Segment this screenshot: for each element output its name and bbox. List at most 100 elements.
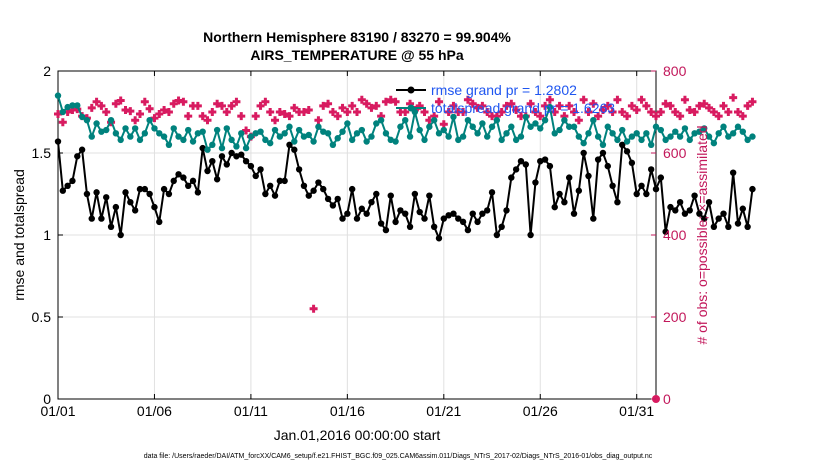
series-point-rmse xyxy=(228,149,235,157)
series-point-rmse xyxy=(464,226,472,234)
obs-assimilated-point xyxy=(661,99,670,108)
series-point-rmse xyxy=(565,174,573,181)
series-point-rmse xyxy=(146,190,153,198)
series-point-spread xyxy=(623,138,631,145)
series-point-spread xyxy=(479,120,486,127)
series-point-spread xyxy=(74,102,81,109)
obs-assimilated-point xyxy=(738,112,747,121)
series-point-rmse xyxy=(450,210,457,217)
series-point-spread xyxy=(686,136,693,144)
series-point-spread xyxy=(271,126,279,134)
series-point-rmse xyxy=(710,223,718,230)
series-point-rmse xyxy=(599,149,607,157)
obs-assimilated-point xyxy=(179,97,188,106)
obs-assimilated-point xyxy=(478,101,487,110)
x-tick-label: 01/11 xyxy=(234,403,268,419)
series-point-spread xyxy=(64,103,71,111)
series-point-rmse xyxy=(498,223,505,230)
series-point-spread xyxy=(185,126,192,134)
obs-assimilated-point xyxy=(140,97,149,106)
obs-assimilated-point xyxy=(208,108,217,116)
series-point-spread xyxy=(638,136,645,144)
series-point-rmse xyxy=(411,190,419,198)
series-point-rmse xyxy=(156,218,163,226)
obs-assimilated-point xyxy=(425,116,434,125)
series-point-rmse xyxy=(276,177,284,185)
series-point-rmse xyxy=(705,199,713,206)
obs-assimilated-point xyxy=(545,95,554,104)
series-point-rmse xyxy=(358,205,366,212)
series-point-rmse xyxy=(455,215,462,222)
series-point-spread xyxy=(156,130,163,137)
series-point-spread xyxy=(609,130,616,137)
chart-title: Northern Hemisphere 83190 / 83270 = 99.9… xyxy=(203,29,511,45)
series-point-rmse xyxy=(551,203,558,211)
obs-assimilated-point xyxy=(135,110,144,119)
series-point-rmse xyxy=(160,185,168,193)
series-point-spread xyxy=(580,139,587,147)
series-point-spread xyxy=(643,130,650,137)
obs-assimilated-point xyxy=(150,114,159,123)
y-tick-label-right: 400 xyxy=(663,227,687,243)
obs-assimilated-point xyxy=(719,101,728,110)
series-point-rmse xyxy=(623,148,631,155)
series-point-rmse xyxy=(281,177,288,185)
series-point-rmse xyxy=(619,141,626,148)
obs-assimilated-point xyxy=(714,112,723,121)
obs-assimilated-point xyxy=(652,112,660,121)
series-point-rmse xyxy=(681,210,689,217)
ticks: 01/01 01/06 01/11 01/16 01/21 01/26 01/31 0 0.5 1… xyxy=(32,63,687,419)
obs-assimilated-point xyxy=(261,97,270,106)
series-point-rmse xyxy=(54,138,62,145)
series-point-rmse xyxy=(247,162,255,170)
series-point-rmse xyxy=(252,172,259,180)
series-point-spread xyxy=(488,123,496,130)
obs-assimilated-point xyxy=(275,108,284,116)
series-point-spread xyxy=(127,133,134,140)
series-point-spread xyxy=(474,130,481,137)
obs-assimilated-point xyxy=(377,112,386,121)
series-point-rmse xyxy=(561,199,568,206)
obs-assimilated-point xyxy=(324,99,333,108)
series-point-rmse xyxy=(580,149,587,157)
series-point-rmse xyxy=(725,223,732,230)
series-point-spread xyxy=(88,133,95,140)
series-point-rmse xyxy=(218,153,226,160)
series-point-spread xyxy=(368,133,375,140)
series-point-spread xyxy=(324,130,332,137)
series-point-rmse xyxy=(517,158,525,165)
obs-assimilated-point xyxy=(116,96,125,105)
series-point-spread xyxy=(339,128,346,135)
series-point-spread xyxy=(238,130,245,137)
series-point-rmse xyxy=(647,166,655,173)
series-point-rmse xyxy=(334,195,341,203)
series-point-spread xyxy=(281,130,288,137)
obs-assimilated-point xyxy=(439,120,448,129)
series-point-rmse xyxy=(652,185,660,193)
obs-assimilated-point xyxy=(343,108,352,116)
obs-assimilated-point xyxy=(743,101,752,110)
series-point-spread xyxy=(498,136,505,144)
obs-assimilated-point xyxy=(627,101,636,110)
y-tick-label-left: 1 xyxy=(43,227,51,243)
series-point-rmse xyxy=(199,144,206,152)
series-point-rmse xyxy=(266,182,274,189)
series-point-spread xyxy=(430,117,438,124)
series-point-rmse xyxy=(435,235,443,242)
obs-assimilated-point xyxy=(131,116,140,125)
series-point-spread xyxy=(749,133,756,140)
series-point-rmse xyxy=(127,199,134,206)
series-point-spread xyxy=(199,128,206,135)
legend-label-rmse: rmse grand pr = 1.2802 xyxy=(431,82,577,98)
obs-assimilated-point xyxy=(613,95,622,104)
obs-assimilated-point xyxy=(111,99,120,108)
legend-label-spread: totalspread grand pr = 1.6263 xyxy=(431,100,615,116)
series-point-rmse xyxy=(329,202,337,209)
series-point-spread xyxy=(146,117,153,124)
series-point-spread xyxy=(455,136,462,144)
series-point-rmse xyxy=(604,162,611,170)
series-point-spread xyxy=(213,126,221,134)
series-point-spread xyxy=(744,136,751,144)
obs-assimilated-point xyxy=(73,105,82,114)
series-point-spread xyxy=(440,126,448,134)
